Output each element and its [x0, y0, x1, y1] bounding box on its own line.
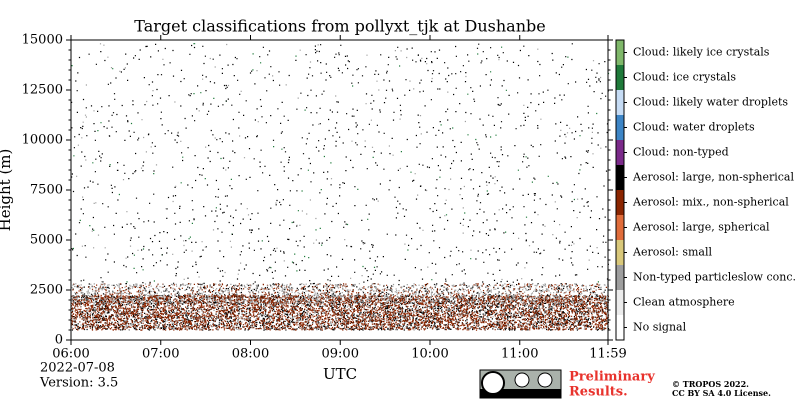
date: 2022-07-08	[40, 361, 115, 376]
x-axis-label: UTC	[323, 365, 357, 383]
y-tick-label: 5000	[30, 233, 63, 248]
x-tick-label: 08:00	[232, 347, 269, 362]
colorbar-swatch	[616, 115, 624, 140]
colorbar-swatch	[616, 140, 624, 165]
colorbar-swatch	[616, 40, 624, 65]
chart-title: Target classifications from pollyxt_tjk …	[134, 17, 545, 36]
colorbar-frame	[615, 39, 625, 341]
y-tick-label: 12500	[22, 83, 63, 98]
colorbar-swatch	[616, 265, 624, 290]
classification-pixels	[71, 43, 610, 331]
colorbar-swatch	[616, 215, 624, 240]
version: Version: 3.5	[39, 376, 118, 391]
classification-pixels	[71, 283, 610, 331]
colorbar-swatch	[616, 240, 624, 265]
colorbar-label: Non-typed particleslow conc.	[633, 271, 796, 284]
license: © TROPOS 2022.	[672, 379, 749, 389]
classification-pixels	[71, 43, 609, 331]
y-tick-label: 10000	[22, 133, 63, 148]
y-tick-label: 7500	[30, 183, 63, 198]
colorbar-label: Cloud: non-typed	[633, 146, 729, 159]
x-tick-label: 06:00	[52, 347, 89, 362]
x-tick-label: 07:00	[142, 347, 179, 362]
colorbar-label: Cloud: likely ice crystals	[633, 46, 770, 59]
classification-field	[71, 43, 610, 331]
y-tick-label: 0	[55, 333, 63, 348]
x-tick-label: 11:00	[501, 347, 538, 362]
colorbar-label: No signal	[633, 321, 687, 334]
colorbar-label: Aerosol: mix., non-spherical	[632, 196, 789, 209]
preliminary-note: Preliminary	[569, 370, 655, 385]
classification-pixels	[71, 43, 610, 283]
colorbar-label: Cloud: ice crystals	[633, 71, 736, 84]
colorbar-swatch	[616, 190, 624, 215]
y-axis-label: Height (m)	[0, 149, 14, 232]
colorbar-label: Aerosol: large, non-spherical	[632, 171, 794, 184]
colorbar-label: Cloud: likely water droplets	[633, 96, 788, 109]
preliminary-note: Results.	[569, 385, 628, 400]
colorbar-label: Cloud: water droplets	[633, 121, 755, 134]
colorbar-swatch	[616, 315, 624, 340]
license: CC BY SA 4.0 License.	[672, 388, 771, 398]
colorbar-swatch	[616, 290, 624, 315]
y-tick-label: 2500	[30, 283, 63, 298]
colorbar-label: Aerosol: small	[632, 246, 712, 259]
colorbar-swatch	[616, 165, 624, 190]
colorbar-swatch	[616, 90, 624, 115]
x-tick-label: 11:59	[589, 347, 626, 362]
x-tick-label: 09:00	[322, 347, 359, 362]
colorbar-label: Aerosol: large, spherical	[632, 221, 770, 234]
y-tick-label: 15000	[22, 33, 63, 48]
x-tick-label: 10:00	[411, 347, 448, 362]
cc-logo	[479, 369, 562, 399]
colorbar-label: Clean atmosphere	[633, 296, 735, 309]
colorbar-swatch	[616, 65, 624, 90]
